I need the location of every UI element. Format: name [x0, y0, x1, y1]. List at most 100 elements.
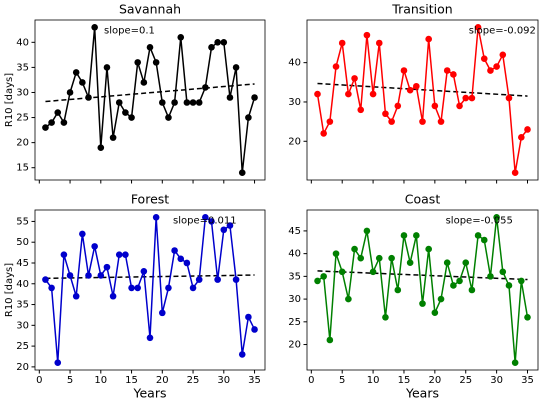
- y-tick-label: 20: [288, 340, 301, 351]
- data-point: [165, 284, 172, 292]
- data-point: [238, 169, 246, 177]
- slope-annotation: slope=0.011: [173, 215, 237, 226]
- x-axis-label: Years: [133, 386, 167, 401]
- data-point: [72, 292, 80, 300]
- data-point: [450, 282, 457, 289]
- data-point: [152, 213, 160, 221]
- data-point: [140, 267, 148, 275]
- x-axis-label: Years: [405, 386, 439, 401]
- x-tick-label: 5: [339, 375, 345, 386]
- data-point: [338, 268, 346, 276]
- data-point: [480, 236, 488, 244]
- trend-line: [317, 270, 528, 281]
- x-tick-label: 10: [94, 375, 107, 386]
- data-point: [474, 232, 482, 239]
- data-point: [195, 99, 203, 106]
- data-point: [220, 39, 228, 46]
- data-point: [85, 272, 92, 279]
- data-point: [511, 359, 519, 367]
- x-tick-label: 35: [248, 375, 261, 386]
- data-point: [189, 99, 197, 106]
- data-point: [158, 309, 166, 317]
- data-point: [406, 86, 414, 94]
- slope-annotation: slope=-0.055: [446, 215, 513, 226]
- data-point: [134, 284, 142, 292]
- data-point: [382, 313, 389, 321]
- slope-annotation: slope=-0.092: [469, 25, 536, 36]
- data-point: [42, 124, 49, 131]
- data-point: [474, 23, 482, 31]
- y-tick-label: 35: [288, 271, 301, 282]
- data-point: [320, 130, 327, 137]
- x-tick-label: 35: [521, 375, 534, 386]
- data-point: [338, 39, 346, 47]
- data-point: [314, 277, 321, 285]
- y-tick-label: 35: [16, 62, 29, 73]
- data-point: [493, 213, 500, 221]
- x-tick-label: 0: [36, 375, 42, 386]
- data-point: [369, 90, 377, 98]
- y-tick-label: 25: [16, 341, 29, 352]
- data-point: [369, 268, 377, 276]
- trend-line: [45, 83, 255, 103]
- subplot-title: Transition: [391, 2, 452, 17]
- data-point: [511, 169, 519, 177]
- data-point: [363, 227, 371, 235]
- data-point: [202, 213, 209, 221]
- data-point: [122, 251, 129, 258]
- data-point: [79, 79, 86, 86]
- x-tick-label: 15: [125, 375, 138, 386]
- data-point: [251, 326, 258, 333]
- data-point: [332, 63, 340, 70]
- y-tick-label: 30: [288, 97, 301, 108]
- axes-frame: [34, 209, 266, 371]
- data-point: [437, 295, 445, 303]
- data-point: [66, 272, 74, 279]
- data-point: [208, 44, 215, 51]
- data-point: [115, 99, 123, 106]
- data-point: [97, 144, 105, 151]
- y-tick-label: 50: [16, 237, 29, 248]
- y-tick-label: 20: [16, 138, 29, 149]
- data-point: [345, 90, 352, 98]
- data-point: [251, 94, 258, 101]
- data-point: [425, 35, 432, 43]
- x-tick-label: 30: [490, 375, 503, 386]
- data-point: [238, 351, 246, 358]
- data-point: [443, 259, 451, 267]
- y-tick-label: 40: [16, 37, 29, 48]
- data-point: [499, 51, 507, 59]
- y-tick-label: 40: [288, 58, 301, 69]
- data-point: [146, 44, 154, 51]
- axes-frame: [306, 209, 539, 371]
- data-point: [437, 118, 445, 125]
- data-point: [109, 292, 117, 300]
- data-point: [499, 268, 507, 276]
- data-point: [214, 276, 221, 283]
- data-point: [183, 259, 191, 267]
- x-tick-label: 30: [217, 375, 230, 386]
- data-point: [419, 118, 426, 125]
- x-tick-label: 0: [308, 375, 314, 386]
- data-point: [524, 126, 531, 133]
- data-point: [97, 272, 105, 279]
- data-point: [443, 67, 451, 74]
- data-point: [419, 300, 426, 307]
- data-point: [326, 118, 334, 125]
- data-point: [152, 59, 160, 66]
- data-point: [487, 273, 494, 280]
- data-point: [326, 336, 334, 344]
- data-point: [394, 102, 402, 110]
- y-axis-label: R10 [days]: [4, 73, 15, 127]
- data-point: [171, 247, 178, 254]
- data-point: [314, 90, 321, 98]
- data-point: [382, 110, 389, 118]
- x-tick-label: 10: [367, 375, 380, 386]
- data-point: [375, 254, 383, 262]
- data-point: [518, 277, 525, 285]
- data-point: [60, 251, 68, 258]
- data-point: [226, 222, 234, 229]
- data-point: [480, 55, 488, 63]
- y-tick-label: 30: [288, 294, 301, 305]
- data-point: [146, 334, 154, 342]
